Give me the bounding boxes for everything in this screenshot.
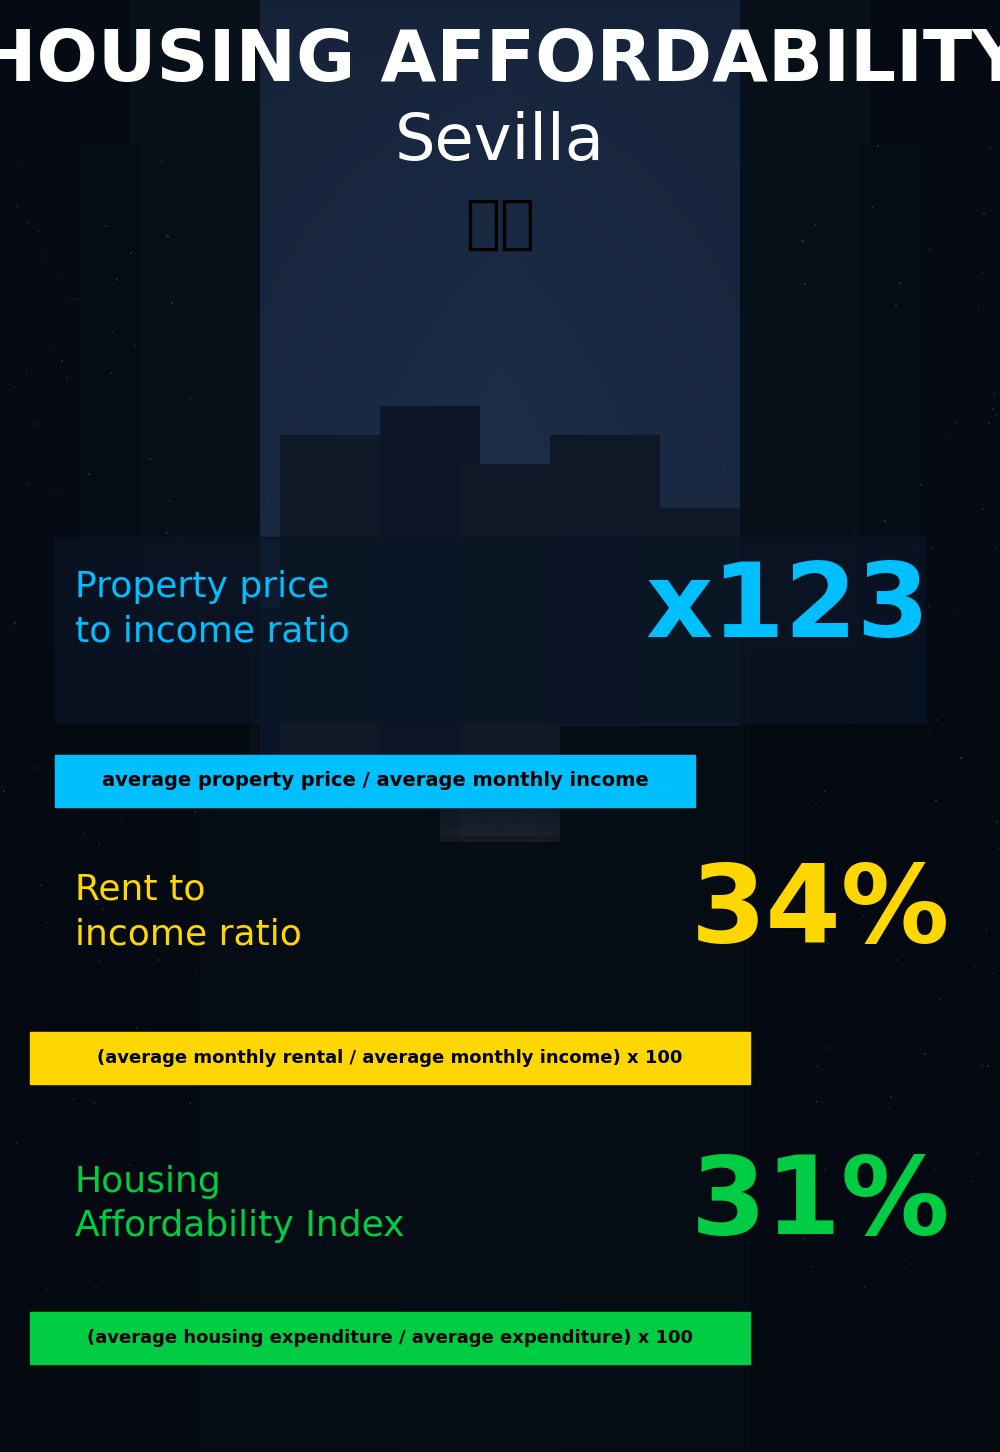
- Text: Housing
Affordability Index: Housing Affordability Index: [75, 1165, 404, 1243]
- Text: (average monthly rental / average monthly income) x 100: (average monthly rental / average monthl…: [97, 1048, 683, 1067]
- Text: x123: x123: [646, 559, 930, 659]
- Text: 🇪🇸: 🇪🇸: [465, 196, 535, 253]
- Text: (average housing expenditure / average expenditure) x 100: (average housing expenditure / average e…: [87, 1329, 693, 1347]
- Text: HOUSING AFFORDABILITY: HOUSING AFFORDABILITY: [0, 28, 1000, 96]
- Text: 31%: 31%: [690, 1151, 950, 1257]
- Bar: [30, 1032, 750, 1085]
- Text: Sevilla: Sevilla: [395, 110, 605, 173]
- Bar: [55, 537, 925, 722]
- Text: Rent to
income ratio: Rent to income ratio: [75, 873, 302, 951]
- Text: 34%: 34%: [691, 860, 950, 966]
- Bar: [0, 836, 1000, 1037]
- Bar: [30, 1313, 750, 1363]
- Text: average property price / average monthly income: average property price / average monthly…: [102, 771, 648, 790]
- Text: Property price
to income ratio: Property price to income ratio: [75, 569, 350, 649]
- Bar: [55, 755, 695, 807]
- Bar: [0, 1112, 1000, 1331]
